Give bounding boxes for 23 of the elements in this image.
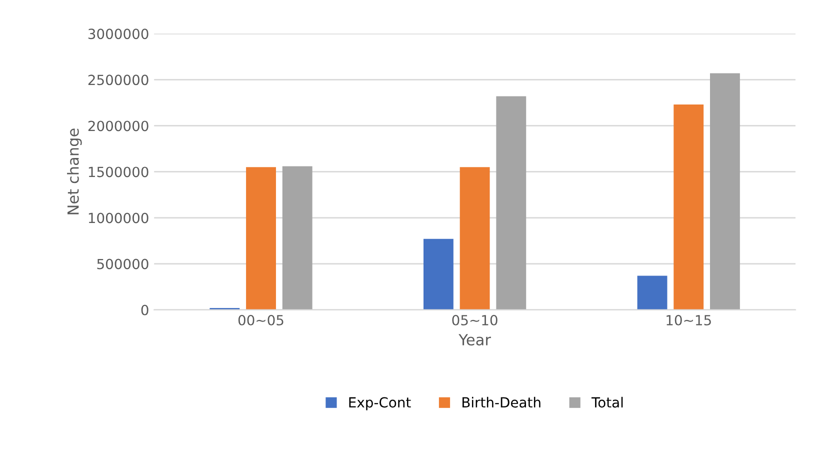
bar xyxy=(674,104,704,310)
y-tick-label: 2500000 xyxy=(88,74,148,86)
bar xyxy=(423,238,454,310)
bar xyxy=(710,73,740,310)
x-tick-label: 00~05 xyxy=(238,314,284,326)
bar xyxy=(637,276,668,310)
legend-label: Birth-Death xyxy=(462,396,540,408)
x-axis-title: Year xyxy=(458,334,491,346)
x-tick-label: 05~10 xyxy=(452,314,498,326)
y-tick-label: 3000000 xyxy=(88,28,148,40)
bar xyxy=(282,166,312,310)
y-tick-label: 0 xyxy=(141,304,148,316)
y-tick-label: 1500000 xyxy=(88,166,148,178)
bar xyxy=(496,96,526,310)
y-tick-label: 1000000 xyxy=(88,212,148,224)
y-tick-label: 2000000 xyxy=(88,120,148,132)
legend-label: Total xyxy=(591,396,623,408)
y-tick-label: 500000 xyxy=(97,258,148,270)
y-axis-title: Net change xyxy=(67,128,82,214)
x-tick-label: 10~15 xyxy=(666,314,711,326)
legend-label: Exp-Cont xyxy=(349,397,411,410)
bar xyxy=(460,167,490,310)
bar xyxy=(246,167,276,310)
